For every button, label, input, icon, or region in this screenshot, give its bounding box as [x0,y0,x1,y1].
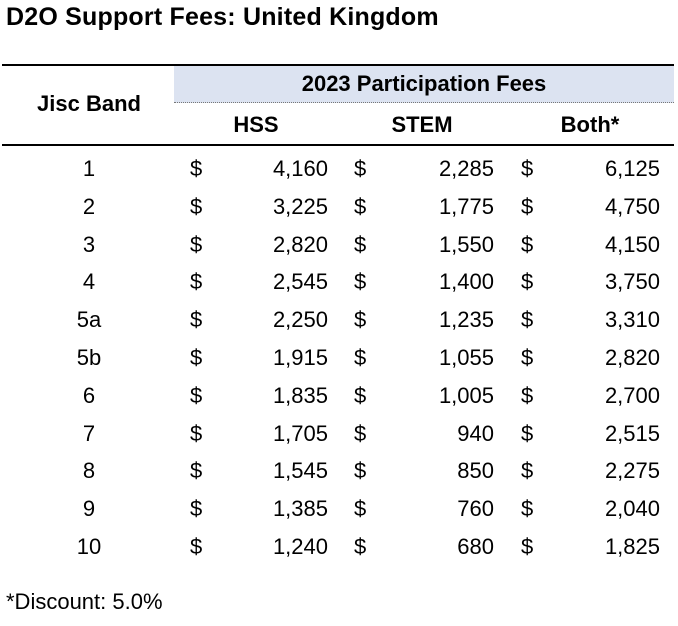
currency-symbol: $ [521,496,534,522]
currency-symbol: $ [190,382,203,408]
band-cell: 1 [82,156,96,181]
currency-symbol: $ [354,307,367,333]
hss-value: 1,915 [272,344,328,370]
currency-symbol: $ [190,231,203,257]
header-band-label: Jisc Band [37,91,141,116]
both-value: 2,040 [604,496,660,522]
table-body: 1 $4,160 $2,285 $6,125 2 $3,225 $1,775 $4,750 3 $… [0,150,678,566]
both-value: 3,750 [604,269,660,295]
stem-value: 1,005 [438,382,494,408]
currency-symbol: $ [190,458,203,484]
header-group-label: 2023 Participation Fees [301,71,547,96]
band-cell: 4 [82,269,96,295]
currency-symbol: $ [190,307,203,333]
table-row: 5a $2,250 $1,235 $3,310 [0,301,678,339]
table-row: 2 $3,225 $1,775 $4,750 [0,188,678,226]
header-group-background [174,66,674,103]
band-cell: 5a [76,307,102,333]
hss-value: 2,820 [272,231,328,257]
both-value: 2,820 [604,344,660,370]
hss-value: 1,705 [272,420,328,446]
footnote: *Discount: 5.0% [6,589,163,614]
column-header-hss: HSS [233,112,279,137]
stem-value: 2,285 [438,156,494,181]
hss-value: 4,160 [272,156,328,181]
band-cell: 6 [82,382,96,408]
band-cell: 8 [82,458,96,484]
both-value: 3,310 [604,307,660,333]
hss-value: 1,545 [272,458,328,484]
both-value: 2,700 [604,382,660,408]
currency-symbol: $ [354,496,367,522]
currency-symbol: $ [521,269,534,295]
currency-symbol: $ [521,382,534,408]
table-row: 3 $2,820 $1,550 $4,150 [0,226,678,264]
currency-symbol: $ [190,193,203,219]
stem-value: 1,775 [438,193,494,219]
currency-symbol: $ [190,269,203,295]
table-row: 7 $1,705 $940 $2,515 [0,415,678,453]
both-value: 4,750 [604,193,660,219]
currency-symbol: $ [521,420,534,446]
band-cell: 5b [76,344,102,370]
band-cell: 7 [82,420,96,446]
table-top-rule [2,64,674,66]
stem-value: 680 [457,533,494,559]
table-row: 5b $1,915 $1,055 $2,820 [0,339,678,377]
currency-symbol: $ [354,193,367,219]
table-row: 1 $4,160 $2,285 $6,125 [0,150,678,188]
band-cell: 2 [82,193,96,219]
currency-symbol: $ [521,533,534,559]
both-value: 2,515 [604,420,660,446]
currency-symbol: $ [190,156,203,181]
currency-symbol: $ [521,156,534,181]
band-cell: 10 [76,533,102,559]
currency-symbol: $ [190,344,203,370]
currency-symbol: $ [354,269,367,295]
stem-value: 1,400 [438,269,494,295]
stem-value: 1,055 [438,344,494,370]
table-row: 8 $1,545 $850 $2,275 [0,452,678,490]
currency-symbol: $ [521,193,534,219]
table-row: 10 $1,240 $680 $1,825 [0,528,678,566]
stem-value: 1,235 [438,307,494,333]
column-header-both: Both* [560,112,620,137]
currency-symbol: $ [354,344,367,370]
currency-symbol: $ [354,156,367,181]
hss-value: 2,250 [272,307,328,333]
currency-symbol: $ [190,420,203,446]
currency-symbol: $ [521,231,534,257]
hss-value: 3,225 [272,193,328,219]
page-title: D2O Support Fees: United Kingdom [6,3,439,31]
currency-symbol: $ [354,231,367,257]
currency-symbol: $ [521,307,534,333]
hss-value: 1,835 [272,382,328,408]
both-value: 1,825 [604,533,660,559]
hss-value: 1,240 [272,533,328,559]
currency-symbol: $ [521,344,534,370]
table-row: 6 $1,835 $1,005 $2,700 [0,377,678,415]
column-header-stem: STEM [391,112,453,137]
table-row: 4 $2,545 $1,400 $3,750 [0,263,678,301]
currency-symbol: $ [354,420,367,446]
hss-value: 2,545 [272,269,328,295]
both-value: 6,125 [604,156,660,181]
stem-value: 760 [457,496,494,522]
currency-symbol: $ [190,533,203,559]
table-row: 9 $1,385 $760 $2,040 [0,490,678,528]
currency-symbol: $ [190,496,203,522]
both-value: 2,275 [604,458,660,484]
stem-value: 850 [457,458,494,484]
both-value: 4,150 [604,231,660,257]
currency-symbol: $ [354,382,367,408]
stem-value: 1,550 [438,231,494,257]
currency-symbol: $ [354,533,367,559]
stem-value: 940 [457,420,494,446]
band-cell: 3 [82,231,96,257]
currency-symbol: $ [354,458,367,484]
currency-symbol: $ [521,458,534,484]
band-cell: 9 [82,496,96,522]
table-header-rule [2,144,674,146]
hss-value: 1,385 [272,496,328,522]
